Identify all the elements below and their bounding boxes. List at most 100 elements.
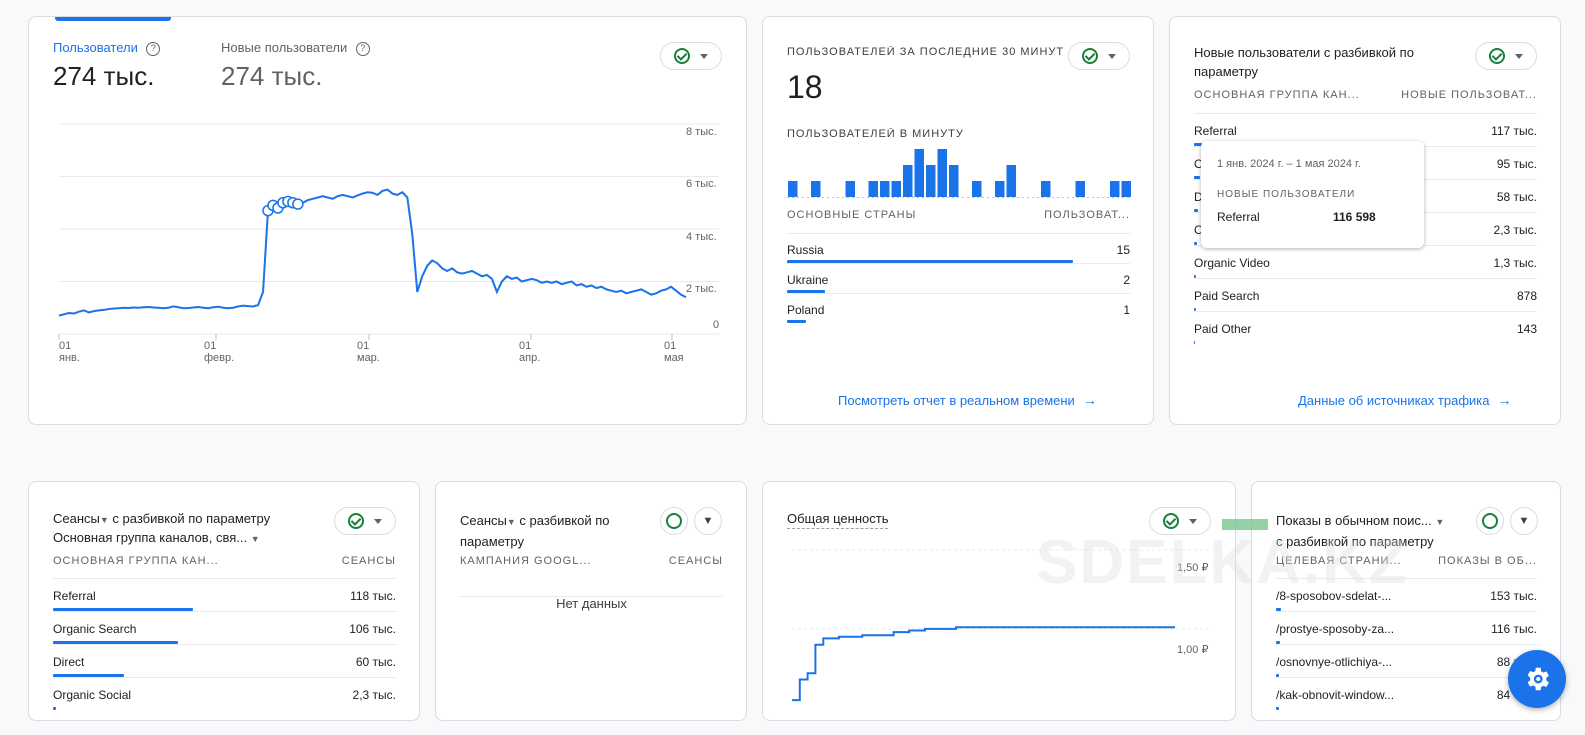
users-overview-card: Пользователи ? 274 тыс. Новые пользовате… — [28, 16, 747, 425]
gear-icon — [1527, 667, 1549, 691]
table-row[interactable]: Referral 117 тыс. — [1194, 113, 1537, 146]
tab-users[interactable]: Пользователи ? 274 тыс. — [53, 39, 161, 92]
caret-down-icon: ▼ — [99, 515, 109, 525]
compare-pill[interactable] — [1149, 507, 1211, 535]
card-title: Новые пользователи с разбивкой по параме… — [1194, 45, 1414, 79]
table-row[interactable]: Referral 118 тыс. — [53, 578, 396, 611]
help-icon[interactable]: ? — [355, 42, 370, 56]
chevron-down-icon — [1108, 53, 1116, 59]
minute-bar — [788, 181, 798, 197]
table-row[interactable]: Organic Search 106 тыс. — [53, 611, 396, 644]
table-row[interactable]: Paid Search 878 — [1194, 278, 1537, 311]
filter-button[interactable]: ▼ — [1510, 507, 1538, 535]
minute-bar — [891, 181, 901, 197]
tab-new-users[interactable]: Новые пользователи ? 274 тыс. — [221, 39, 370, 92]
watermark: SDELKA.KZ — [1036, 528, 1409, 597]
row-value: 143 — [1516, 322, 1537, 336]
row-label: /prostye-sposoby-za... — [1276, 622, 1395, 636]
tooltip-date: 1 янв. 2024 г. – 1 мая 2024 г. — [1217, 158, 1361, 170]
row-bar — [1276, 674, 1279, 677]
row-bar — [1194, 242, 1197, 245]
row-label: /osnovnye-otlichiya-... — [1276, 655, 1393, 669]
row-label: Referral — [53, 589, 96, 603]
chevron-down-icon — [1189, 518, 1197, 524]
check-circle-icon — [1482, 513, 1498, 529]
green-marker — [1222, 519, 1268, 530]
dimension-selector[interactable]: Основная группа каналов, свя... ▼ — [53, 530, 260, 545]
row-bar — [1194, 143, 1202, 146]
table-row[interactable]: Ukraine 2 — [787, 263, 1130, 293]
filter-button[interactable]: ▼ — [694, 507, 722, 535]
row-value: 2,3 тыс. — [1493, 223, 1537, 237]
chevron-down-icon — [374, 518, 382, 524]
realtime-report-link[interactable]: Посмотреть отчет в реальном времени → — [838, 392, 1097, 408]
row-label: Ukraine — [787, 273, 829, 287]
row-bar — [787, 290, 825, 293]
y-tick-0: 8 тыс. — [686, 126, 717, 138]
compare-pill[interactable] — [1068, 42, 1130, 70]
caret-down-icon: ▼ — [506, 517, 516, 527]
table-row[interactable]: Poland 1 — [787, 293, 1130, 323]
row-value: 58 тыс. — [1496, 190, 1537, 204]
check-circle-icon — [666, 513, 682, 529]
minute-bar — [1006, 165, 1016, 197]
card-title[interactable]: Сеансы▼ с разбивкой по параметру — [53, 511, 271, 526]
tooltip-label: Referral — [1217, 210, 1260, 224]
table-row[interactable]: Paid Other 143 — [1194, 311, 1537, 344]
table-row[interactable]: Organic Video 1,3 тыс. — [1194, 245, 1537, 278]
row-value: 15 — [1116, 243, 1130, 257]
compare-check-button[interactable] — [660, 507, 688, 535]
x-tick-apr: 01 апр. — [519, 340, 541, 364]
y-tick-3: 2 тыс. — [686, 283, 717, 295]
row-value: 106 тыс. — [349, 622, 396, 636]
table-row[interactable]: /kak-obnovit-window...84 тыс. — [1276, 677, 1537, 710]
table-row[interactable]: /8-sposobov-sdelat-... 153 тыс. — [1276, 578, 1537, 611]
row-value: 116 тыс. — [1491, 622, 1537, 636]
row-label: Paid Search — [1194, 289, 1260, 303]
table-row[interactable]: Direct 60 тыс. — [53, 644, 396, 677]
y-tick-1: 6 тыс. — [686, 178, 717, 190]
row-value: 878 — [1516, 289, 1537, 303]
caret-down-icon: ▼ — [1435, 517, 1445, 527]
row-value: 117 тыс. — [1491, 124, 1537, 138]
tab-new-users-label: Новые пользователи — [221, 40, 348, 55]
row-value: 95 тыс. — [1496, 157, 1537, 171]
minute-bar — [914, 149, 924, 197]
col-impressions: ПОКАЗЫ В ОБ... — [1427, 555, 1537, 567]
tab-users-label: Пользователи — [53, 40, 138, 55]
table-row[interactable]: /osnovnye-otlichiya-...88 тыс. — [1276, 644, 1537, 677]
col-campaign: КАМПАНИЯ GOOGL... — [460, 555, 592, 567]
sessions-breakdown-card: Сеансы▼ с разбивкой по параметру Основна… — [28, 481, 420, 721]
row-label: Organic Video — [1194, 256, 1270, 270]
row-value: 118 тыс. — [350, 589, 396, 603]
row-bar — [53, 674, 124, 677]
minute-bar — [1121, 181, 1131, 197]
card-title[interactable]: Показы в обычном поис... ▼ с разбивкой по… — [1276, 513, 1445, 549]
table-row[interactable]: Organic Social 2,3 тыс. — [53, 677, 396, 710]
filter-icon: ▼ — [702, 515, 714, 527]
compare-pill[interactable] — [660, 42, 722, 70]
row-bar — [1276, 707, 1279, 710]
settings-fab[interactable] — [1508, 650, 1566, 708]
x-tick-feb: 01 февр. — [204, 340, 235, 364]
compare-pill[interactable] — [1475, 42, 1537, 70]
row-value: 1 — [1123, 303, 1130, 317]
compare-pill[interactable] — [334, 507, 396, 535]
row-bar — [787, 260, 1073, 263]
total-value-card: Общая ценность 1,50 ₽ 1,00 ₽ — [762, 481, 1236, 721]
col-sessions: СЕАНСЫ — [668, 555, 723, 567]
row-label: Referral — [1194, 124, 1237, 138]
compare-check-button[interactable] — [1476, 507, 1504, 535]
help-icon[interactable]: ? — [146, 42, 161, 56]
row-label: Russia — [787, 243, 824, 257]
table-row[interactable]: /prostye-sposoby-za... 116 тыс. — [1276, 611, 1537, 644]
traffic-sources-link[interactable]: Данные об источниках трафика → — [1298, 392, 1512, 408]
y-tick-4: 0 — [713, 319, 720, 331]
minute-bar — [811, 181, 821, 197]
row-label: Organic Search — [53, 622, 137, 636]
table-row[interactable]: Russia 15 — [787, 233, 1130, 263]
users-value: 274 тыс. — [53, 61, 155, 91]
minute-bar — [949, 165, 959, 197]
card-title[interactable]: Сеансы▼ с разбивкой по параметру — [460, 513, 610, 549]
new-users-breakdown-card: Новые пользователи с разбивкой по параме… — [1169, 16, 1561, 425]
